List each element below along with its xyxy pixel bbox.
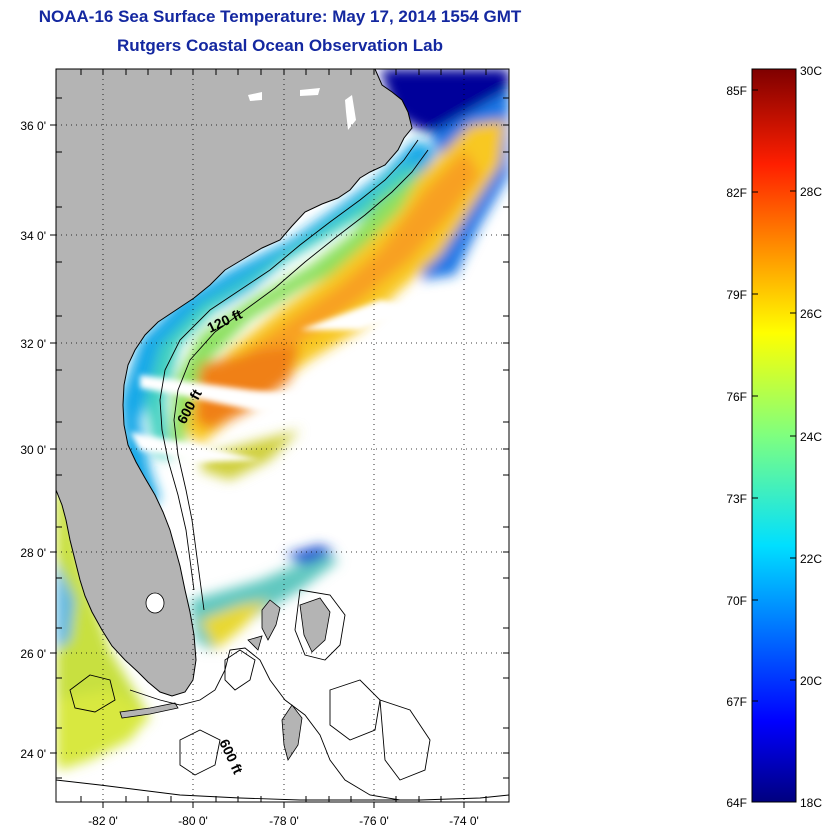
colorbar-f-label: 70F <box>726 594 747 608</box>
land-mass <box>56 69 413 697</box>
sst-field <box>56 69 509 770</box>
colorbar-c-label: 20C <box>800 674 822 688</box>
lat-tick-label: 24 0' <box>20 747 46 761</box>
lon-tick-label: -82 0' <box>88 814 118 828</box>
colorbar: 85F 82F 79F 76F 73F 70F 67F 64F 30C 28C … <box>726 64 822 810</box>
frame-ticks <box>50 69 509 808</box>
map-title: NOAA-16 Sea Surface Temperature: May 17,… <box>38 7 522 26</box>
lat-tick-label: 36 0' <box>20 119 46 133</box>
graticule <box>56 69 509 802</box>
lat-tick-label: 26 0' <box>20 647 46 661</box>
colorbar-c-label: 26C <box>800 307 822 321</box>
colorbar-f-label: 82F <box>726 186 747 200</box>
colorbar-c-label: 24C <box>800 430 822 444</box>
lat-tick-label: 30 0' <box>20 443 46 457</box>
colorbar-c-label: 22C <box>800 552 822 566</box>
longitude-axis: -82 0' -80 0' -78 0' -76 0' -74 0' <box>88 814 479 828</box>
colorbar-c-label: 30C <box>800 64 822 78</box>
colorbar-c-label: 18C <box>800 796 822 810</box>
lat-tick-label: 28 0' <box>20 546 46 560</box>
colorbar-c-label: 28C <box>800 185 822 199</box>
lon-tick-label: -74 0' <box>449 814 479 828</box>
map-frame <box>55 68 510 803</box>
colorbar-f-label: 79F <box>726 288 747 302</box>
colorbar-f-label: 67F <box>726 695 747 709</box>
bahamas-islands <box>247 597 331 761</box>
lon-tick-label: -80 0' <box>178 814 208 828</box>
latitude-axis: 36 0' 34 0' 32 0' 30 0' 28 0' 26 0' 24 0… <box>20 119 46 761</box>
lon-tick-label: -76 0' <box>359 814 389 828</box>
lon-tick-label: -78 0' <box>269 814 299 828</box>
cloud-gaps <box>130 300 420 462</box>
lat-tick-label: 32 0' <box>20 337 46 351</box>
colorbar-f-label: 73F <box>726 492 747 506</box>
colorbar-f-label: 76F <box>726 390 747 404</box>
colorbar-f-label: 64F <box>726 796 747 810</box>
colorbar-f-label: 85F <box>726 84 747 98</box>
colorbar-gradient <box>751 68 797 803</box>
map-subtitle: Rutgers Coastal Ocean Observation Lab <box>117 36 443 55</box>
map-panel: 120 ft 600 ft 600 ft <box>56 69 509 802</box>
lat-tick-label: 34 0' <box>20 229 46 243</box>
